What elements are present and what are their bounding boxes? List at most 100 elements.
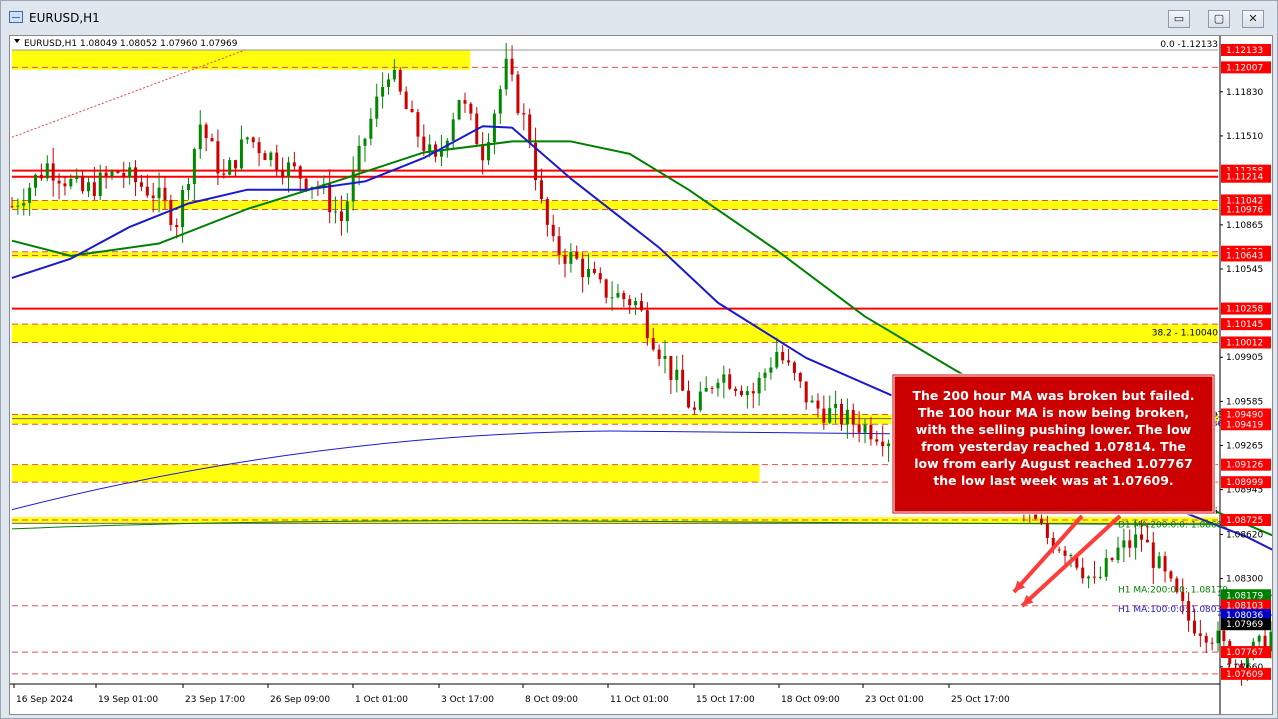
candle-body (281, 169, 285, 178)
candle-body (422, 136, 426, 151)
candle-body (387, 79, 391, 87)
price-tag-label: 1.08725 (1226, 516, 1263, 526)
minimize-button[interactable]: ▭ (1168, 10, 1190, 28)
candle-body (1092, 576, 1096, 578)
candle-body (1075, 554, 1079, 568)
candle-body (557, 236, 561, 256)
price-tag (1221, 618, 1271, 631)
time-tick-label: 19 Sep 01:00 (98, 695, 158, 705)
price-tick-label: 1.09585 (1226, 397, 1263, 407)
candle-body (292, 162, 296, 167)
support-resistance-zone (12, 49, 471, 70)
price-tag (1221, 318, 1271, 331)
candle-body (481, 144, 485, 161)
candle-body (204, 124, 208, 139)
candle-body (92, 182, 96, 196)
candle-body (504, 58, 508, 90)
candle-body (763, 372, 767, 378)
candle-body (286, 162, 290, 178)
candle-body (669, 355, 673, 380)
candle-body (1222, 630, 1226, 641)
candle-body (1192, 620, 1196, 634)
candle-body (469, 103, 473, 114)
candle-body (375, 96, 379, 119)
candle-body (1087, 576, 1091, 579)
candle-body (239, 139, 243, 169)
candle-body (728, 374, 732, 389)
price-tag-label: 1.10976 (1226, 206, 1263, 216)
candle-body (134, 167, 138, 183)
price-chart[interactable]: H1 MA:200:0:0: 1.08179 H1 MA:100:0:0: 1.0… (10, 36, 1272, 714)
candle-body (1151, 542, 1155, 568)
candle-body (1122, 540, 1126, 548)
candle-body (1169, 571, 1173, 579)
support-resistance-zone (12, 251, 1218, 258)
candle-body (151, 195, 155, 199)
time-tick-label: 23 Sep 17:00 (185, 695, 245, 705)
candle-body (1069, 554, 1073, 556)
candle-body (1181, 591, 1185, 602)
candle-body (792, 362, 796, 373)
candle-body (681, 369, 685, 391)
time-tick-label: 15 Oct 17:00 (696, 695, 755, 705)
candle-body (410, 109, 414, 113)
candle-body (28, 187, 32, 203)
candle-body (263, 153, 267, 161)
candle-body (745, 391, 749, 396)
price-tick-label: 1.09265 (1226, 441, 1263, 451)
candle-body (186, 184, 190, 191)
candle-body (457, 100, 461, 120)
annotation-box (891, 373, 1216, 515)
candle-body (828, 408, 832, 423)
price-tag-label: 1.10145 (1226, 320, 1263, 330)
annotation-arrow-ma100-head (1022, 594, 1034, 606)
candle-body (169, 200, 173, 225)
support-resistance-zone (12, 200, 1218, 210)
candle-body (845, 409, 849, 425)
candle-body (810, 400, 814, 403)
candle-body (328, 184, 332, 213)
price-tick-label: 1.10865 (1226, 221, 1263, 231)
candle-body (22, 202, 26, 206)
candle-body (1175, 578, 1179, 592)
price-tag (1221, 170, 1271, 183)
candle-body (628, 299, 632, 306)
candle-body (345, 201, 349, 222)
candle-body (1051, 537, 1055, 550)
close-button[interactable]: ✕ (1242, 10, 1264, 28)
candle-body (339, 211, 343, 222)
price-tag (1221, 249, 1271, 262)
candle-body (787, 360, 791, 363)
candle-body (775, 352, 779, 368)
price-tag (1221, 667, 1271, 680)
candle-body (869, 424, 873, 440)
price-tag (1221, 194, 1271, 207)
candle-body (692, 407, 696, 410)
annotation-box-inner (893, 375, 1214, 513)
candle-body (751, 391, 755, 394)
daily-ma-label: D1 MA:200:0:0: 1.08682 (1118, 520, 1228, 530)
candle-body (639, 301, 643, 311)
candle-body (857, 424, 861, 433)
candle-body (569, 251, 573, 264)
annotation-arrow-ma200 (1012, 514, 1084, 594)
chart-window-icon (9, 11, 23, 23)
time-tick-label: 16 Sep 2024 (16, 695, 73, 705)
chart-area[interactable]: H1 MA:200:0:0: 1.08179 H1 MA:100:0:0: 1.0… (9, 35, 1273, 715)
candle-body (145, 186, 149, 196)
candle-body (228, 160, 232, 175)
candle-body (451, 119, 455, 141)
price-tag-label: 1.07609 (1226, 670, 1263, 680)
candle-body (139, 182, 143, 187)
candle-body (392, 69, 396, 80)
annotation-arrow-ma200-head (1014, 580, 1026, 592)
price-tick-label: 1.08620 (1226, 530, 1263, 540)
candle-body (1204, 635, 1208, 643)
candle-body (163, 187, 167, 201)
price-tick-label: 1.09905 (1226, 353, 1263, 363)
annotation-text-line: The 100 hour MA is now being broken, (918, 405, 1189, 420)
price-tag-label: 1.08036 (1226, 611, 1263, 621)
maximize-button[interactable]: ▢ (1208, 10, 1230, 28)
candle-body (363, 138, 367, 146)
candle-body (1187, 601, 1191, 621)
